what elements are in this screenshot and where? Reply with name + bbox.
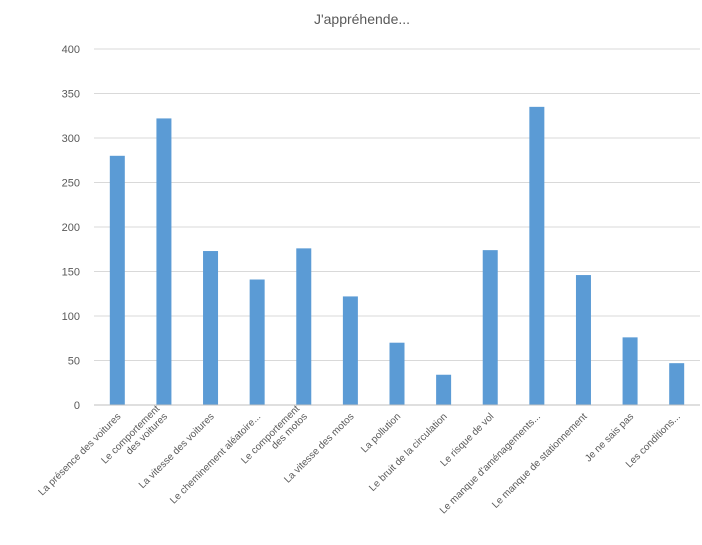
bar xyxy=(669,363,685,405)
y-tick-label: 150 xyxy=(62,267,80,279)
bar xyxy=(529,106,545,405)
y-tick-label: 300 xyxy=(62,133,80,145)
bar xyxy=(342,296,358,405)
y-tick-label: 0 xyxy=(74,400,80,412)
x-tick-label: Le bruit de la circulation xyxy=(367,411,449,493)
x-tick-label: Le manque d'aménagements... xyxy=(438,411,543,516)
bar xyxy=(203,251,219,405)
bars xyxy=(109,106,685,406)
y-axis-ticks: 0 50 100 150 200 250 300 350 400 xyxy=(62,44,80,412)
bar xyxy=(482,250,498,405)
bar xyxy=(436,374,452,405)
bar xyxy=(249,279,265,405)
y-tick-label: 50 xyxy=(68,356,80,368)
gridlines xyxy=(94,48,700,361)
x-tick-label: Le manque de stationnement xyxy=(490,411,590,511)
y-tick-label: 100 xyxy=(62,311,80,323)
x-tick-label: Je ne sais pas xyxy=(583,411,636,464)
y-tick-label: 250 xyxy=(62,178,80,190)
y-tick-label: 400 xyxy=(62,44,80,56)
y-tick-label: 200 xyxy=(62,222,80,234)
bar xyxy=(575,275,591,405)
chart-title: J'appréhende... xyxy=(314,11,410,27)
bar xyxy=(296,248,312,405)
bar xyxy=(109,155,125,405)
bar xyxy=(156,118,172,406)
x-tick-label: La pollution xyxy=(359,411,403,455)
y-tick-label: 350 xyxy=(62,89,80,101)
bar xyxy=(622,337,638,405)
bar xyxy=(389,342,405,405)
